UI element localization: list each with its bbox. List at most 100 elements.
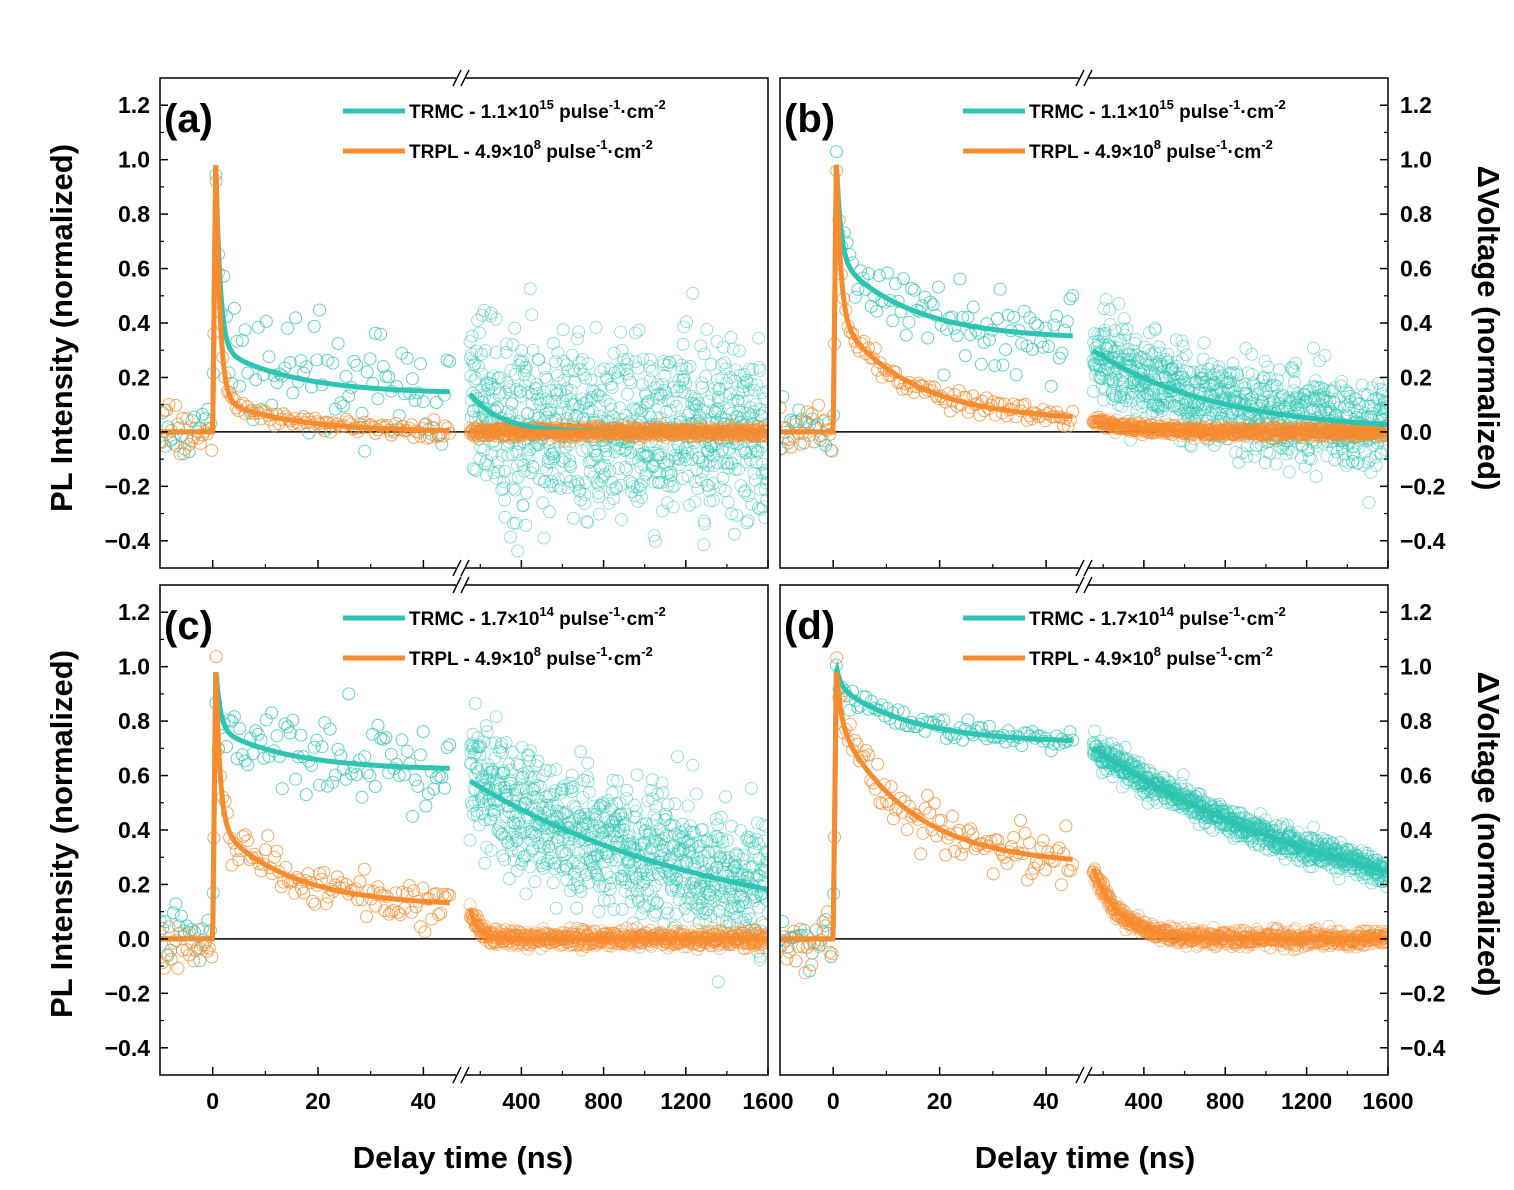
- data-point: [205, 950, 219, 964]
- data-point: [578, 844, 592, 858]
- data-point: [489, 736, 502, 749]
- data-point: [664, 465, 678, 479]
- data-point: [907, 283, 921, 297]
- data-point: [502, 758, 516, 771]
- data-point: [618, 444, 632, 458]
- data-point: [1047, 318, 1061, 332]
- data-point: [531, 754, 545, 768]
- data-point: [759, 465, 768, 479]
- data-point: [759, 428, 768, 442]
- data-point: [980, 391, 993, 405]
- data-point: [473, 452, 487, 466]
- data-point: [173, 447, 187, 461]
- data-point: [756, 818, 768, 831]
- data-point: [549, 856, 562, 870]
- data-point: [679, 377, 693, 391]
- data-point: [540, 463, 553, 476]
- data-point: [634, 478, 647, 492]
- data-point: [1097, 302, 1111, 316]
- data-point: [1269, 457, 1283, 471]
- data-point: [1369, 459, 1383, 473]
- data-point: [622, 829, 636, 842]
- data-point: [886, 314, 900, 328]
- data-point: [516, 499, 530, 513]
- data-point: [169, 398, 183, 412]
- data-point: [1286, 363, 1300, 377]
- data-point: [649, 800, 663, 813]
- data-point: [443, 354, 457, 368]
- data-point: [1259, 379, 1273, 393]
- data-point: [496, 746, 509, 759]
- data-point: [612, 462, 626, 475]
- data-point: [517, 782, 531, 796]
- data-point: [321, 779, 334, 793]
- data-point: [537, 531, 551, 545]
- data-point: [497, 475, 511, 488]
- data-point: [597, 800, 611, 814]
- data-point: [568, 364, 581, 378]
- data-point: [508, 321, 522, 335]
- data-point: [360, 910, 374, 924]
- axis-break-gap: [456, 75, 465, 81]
- data-point: [510, 864, 524, 877]
- data-point: [555, 454, 569, 468]
- data-point: [523, 744, 537, 757]
- data-point: [1133, 389, 1146, 403]
- data-point: [313, 867, 326, 880]
- series-trmc-fit-seg2: [1091, 348, 1388, 428]
- data-point: [278, 717, 292, 731]
- data-point: [829, 145, 843, 159]
- data-point: [757, 500, 768, 514]
- data-point: [728, 902, 742, 916]
- data-point: [1328, 453, 1342, 467]
- data-point: [690, 787, 703, 801]
- data-point: [511, 757, 524, 771]
- data-point: [227, 710, 241, 724]
- data-point: [589, 320, 603, 334]
- data-point: [241, 834, 255, 848]
- data-point: [416, 725, 430, 739]
- data-point: [1355, 378, 1369, 392]
- data-point: [498, 493, 511, 507]
- data-point: [549, 901, 563, 915]
- data-point: [565, 785, 579, 798]
- data-point: [703, 454, 717, 468]
- data-point: [402, 879, 416, 893]
- data-point: [169, 897, 183, 911]
- data-point: [620, 783, 634, 797]
- data-point: [1362, 496, 1376, 509]
- data-point: [921, 331, 935, 345]
- data-point: [668, 797, 682, 811]
- data-point: [520, 784, 533, 798]
- data-point: [571, 881, 584, 894]
- data-point: [1066, 404, 1080, 418]
- data-point: [717, 890, 731, 904]
- data-point: [565, 384, 578, 397]
- data-point: [714, 850, 727, 864]
- data-point: [474, 759, 488, 772]
- data-point: [918, 290, 932, 304]
- data-point: [633, 483, 647, 496]
- data-point: [964, 328, 978, 341]
- data-point: [757, 406, 768, 420]
- data-point: [495, 737, 508, 751]
- data-point: [193, 941, 207, 955]
- data-point: [999, 343, 1013, 357]
- data-point: [665, 818, 679, 832]
- data-point: [761, 431, 768, 444]
- data-point: [652, 475, 666, 489]
- data-point: [812, 398, 826, 412]
- data-point: [419, 799, 433, 813]
- data-point: [475, 347, 489, 361]
- data-point: [607, 346, 621, 360]
- data-point: [552, 472, 565, 486]
- data-point: [368, 780, 382, 793]
- data-point: [483, 372, 497, 386]
- data-point: [719, 362, 733, 376]
- data-point: [570, 901, 584, 915]
- data-point: [604, 402, 618, 416]
- data-point: [1117, 312, 1131, 326]
- data-point: [637, 875, 651, 889]
- data-point: [261, 829, 275, 843]
- data-point: [275, 782, 289, 796]
